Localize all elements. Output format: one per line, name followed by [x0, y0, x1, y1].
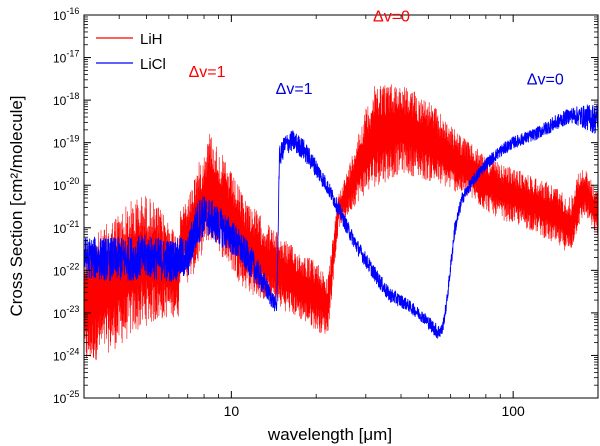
- annotation-label: Δv=1: [189, 64, 226, 81]
- annotation-label: Δv=0: [373, 9, 410, 26]
- y-tick-label: 10-17: [53, 49, 79, 66]
- y-tick-label: 10-25: [53, 389, 79, 406]
- plot-frame: [83, 14, 599, 399]
- x-tick-label: 10: [224, 403, 240, 419]
- y-axis-label: Cross Section [cm²/molecule]: [7, 95, 26, 316]
- legend: LiH LiCl: [96, 31, 166, 73]
- axis-ticks: 10-25 10-24 10-23 10-22 10-21 10-20 10-19 10-18…: [53, 6, 599, 419]
- y-tick-label: 10-19: [53, 134, 79, 151]
- legend-label-licl: LiCl: [140, 56, 166, 73]
- annotation-label: Δv=0: [527, 72, 564, 89]
- y-tick-label: 10-22: [53, 261, 79, 278]
- legend-label-lih: LiH: [140, 31, 163, 48]
- y-tick-label: 10-21: [53, 219, 79, 236]
- y-tick-label: 10-18: [53, 91, 79, 108]
- series-line-licl: [84, 104, 598, 339]
- y-tick-label: 10-23: [53, 304, 79, 321]
- annotation-label: Δv=1: [276, 81, 313, 98]
- y-tick-label: 10-16: [53, 6, 79, 23]
- y-tick-label: 10-24: [53, 346, 79, 363]
- annotations: Δv=1 Δv=1 Δv=0 Δv=0: [189, 9, 564, 98]
- series-layer: [84, 84, 598, 360]
- y-tick-label: 10-20: [53, 176, 79, 193]
- x-axis-label: wavelength [μm]: [267, 425, 392, 444]
- x-tick-label: 100: [501, 403, 525, 419]
